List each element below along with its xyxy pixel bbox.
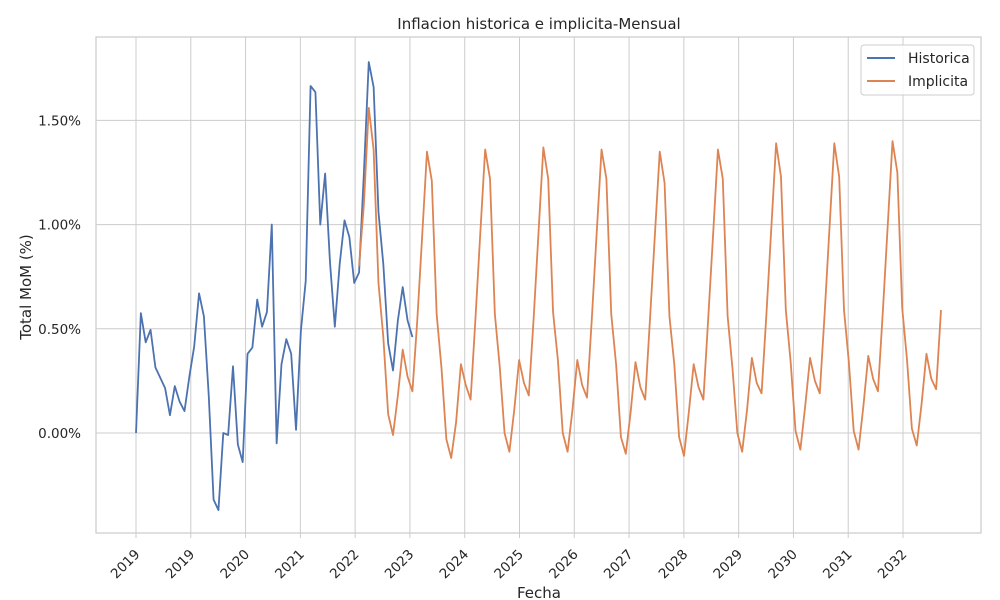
grid bbox=[96, 37, 981, 538]
series-group bbox=[135, 61, 942, 511]
plot-frame bbox=[95, 36, 982, 534]
y-axis-title: Total MoM (%) bbox=[17, 234, 35, 341]
y-tick-label: 0.50% bbox=[38, 322, 81, 338]
legend: Historica Implicita bbox=[860, 44, 975, 96]
legend-label-implicita: Implicita bbox=[908, 74, 968, 90]
y-tick-label: 1.00% bbox=[38, 218, 81, 234]
y-tick-labels: 0.00% 0.50% 1.00% 1.50% bbox=[38, 113, 81, 442]
series-line-historica bbox=[135, 61, 414, 511]
y-tick-label: 1.50% bbox=[38, 113, 81, 129]
chart-title: Inflacion historica e implicita-Mensual bbox=[397, 15, 680, 33]
y-tick-label: 0.00% bbox=[38, 426, 81, 442]
series-line-implicita bbox=[358, 106, 942, 459]
legend-label-historica: Historica bbox=[908, 51, 970, 67]
x-axis-title: Fecha bbox=[517, 584, 561, 600]
